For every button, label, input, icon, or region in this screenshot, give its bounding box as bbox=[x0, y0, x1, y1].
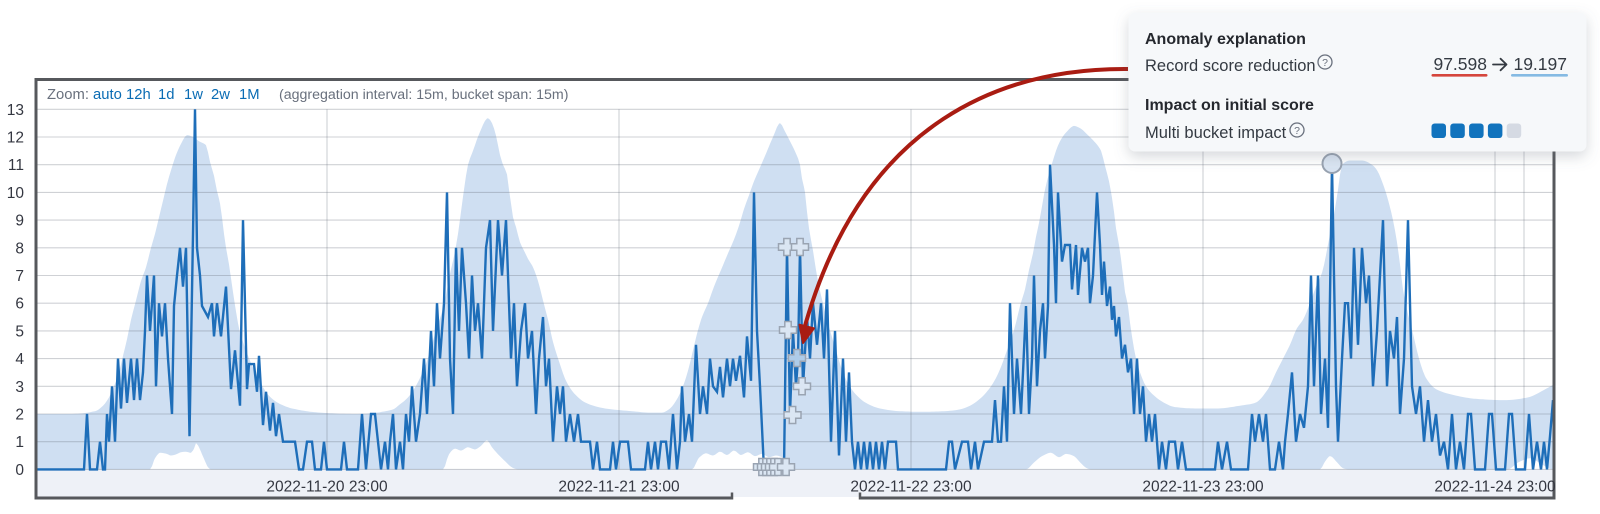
svg-text:Zoom:: Zoom: bbox=[47, 87, 89, 103]
svg-text:4: 4 bbox=[15, 351, 24, 368]
svg-text:2: 2 bbox=[15, 407, 24, 424]
svg-text:2022-11-24 23:00: 2022-11-24 23:00 bbox=[1434, 479, 1556, 496]
svg-text:11: 11 bbox=[8, 157, 24, 174]
svg-text:1M: 1M bbox=[239, 87, 260, 103]
svg-text:Record score reduction: Record score reduction bbox=[1145, 57, 1316, 75]
svg-text:8: 8 bbox=[15, 240, 24, 257]
svg-text:97.598: 97.598 bbox=[1433, 54, 1487, 74]
svg-text:Impact on initial score: Impact on initial score bbox=[1145, 97, 1314, 114]
svg-text:auto: auto bbox=[93, 87, 122, 103]
svg-text:2022-11-21 23:00: 2022-11-21 23:00 bbox=[558, 479, 680, 496]
svg-text:12: 12 bbox=[7, 130, 24, 147]
svg-text:?: ? bbox=[1322, 57, 1328, 69]
svg-text:12h: 12h bbox=[126, 87, 151, 103]
svg-text:1d: 1d bbox=[158, 87, 174, 103]
svg-text:2022-11-23 23:00: 2022-11-23 23:00 bbox=[1142, 479, 1264, 496]
svg-text:9: 9 bbox=[15, 213, 24, 230]
svg-text:13: 13 bbox=[7, 102, 24, 119]
svg-text:3: 3 bbox=[15, 379, 24, 396]
svg-text:1: 1 bbox=[15, 434, 24, 451]
svg-text:7: 7 bbox=[15, 268, 24, 285]
svg-text:Anomaly explanation: Anomaly explanation bbox=[1145, 31, 1306, 48]
svg-text:?: ? bbox=[1294, 125, 1300, 137]
svg-text:2022-11-20 23:00: 2022-11-20 23:00 bbox=[266, 479, 388, 496]
svg-text:2022-11-22 23:00: 2022-11-22 23:00 bbox=[850, 479, 972, 496]
svg-text:19.197: 19.197 bbox=[1513, 54, 1567, 74]
svg-text:(aggregation interval: 15m, bu: (aggregation interval: 15m, bucket span:… bbox=[279, 87, 568, 103]
svg-text:Multi bucket impact: Multi bucket impact bbox=[1145, 124, 1287, 142]
svg-text:2w: 2w bbox=[211, 87, 230, 103]
svg-text:0: 0 bbox=[15, 462, 24, 479]
svg-text:10: 10 bbox=[7, 185, 25, 202]
svg-text:5: 5 bbox=[15, 323, 24, 340]
svg-text:6: 6 bbox=[15, 296, 24, 313]
svg-text:1w: 1w bbox=[184, 87, 203, 103]
